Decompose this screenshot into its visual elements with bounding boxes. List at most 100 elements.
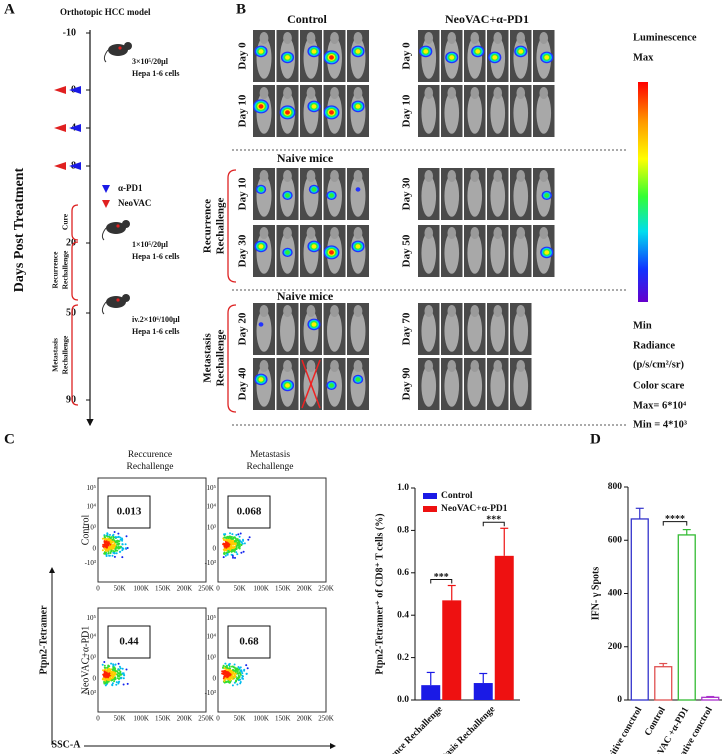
flow-event [103, 541, 106, 544]
flow-event [231, 540, 234, 543]
flow-x-tick: 50K [234, 585, 246, 593]
mouse-head [516, 305, 526, 317]
flow-event [241, 672, 244, 675]
flow-y-tick: 10³ [207, 654, 216, 662]
mouse-head [330, 305, 339, 317]
flow-event [121, 667, 124, 670]
flow-event [112, 540, 115, 543]
gate-value: 0.44 [119, 636, 139, 648]
day-label: 20 [66, 237, 76, 248]
flow-event [224, 536, 227, 539]
flow-event [109, 539, 112, 542]
flow-event [236, 668, 239, 671]
mouse-head [447, 305, 457, 317]
x-tick-label: Positive conctrol [602, 705, 644, 754]
mouse-head [539, 87, 549, 99]
flow-y-tick: 0 [213, 544, 217, 552]
timeline-axis-label: Days Post Treatment [12, 167, 27, 292]
mouse-head [259, 360, 269, 372]
flow-x-tick: 250K [198, 585, 214, 593]
flow-event [222, 667, 225, 669]
mouse-head [539, 32, 549, 44]
gate-value: 0.068 [237, 506, 262, 518]
luminescence [285, 193, 290, 198]
flow-event [231, 549, 234, 552]
flow-event [109, 551, 112, 554]
flow-event [229, 679, 232, 682]
flow-event [111, 547, 114, 550]
legend-label: Control [441, 491, 473, 501]
row-label: Control [80, 515, 91, 546]
flow-y-tick: 10⁴ [207, 633, 217, 641]
flow-event [103, 552, 106, 555]
flow-event [117, 681, 120, 684]
flow-plot [217, 477, 327, 583]
mouse-body [467, 232, 483, 274]
day-label: Day 70 [401, 312, 413, 345]
flow-event [237, 672, 240, 675]
mouse-head [306, 305, 316, 317]
mouse-head [493, 227, 503, 239]
flow-event [235, 545, 238, 548]
luminescence [329, 193, 334, 198]
panel-label: A [4, 1, 15, 17]
flow-event [112, 663, 115, 666]
flow-x-tick: 0 [96, 715, 100, 723]
flow-event [114, 673, 117, 676]
mouse-body [421, 310, 437, 352]
flow-event [223, 545, 226, 548]
mouse-head [330, 170, 339, 182]
luminescence [258, 104, 264, 109]
legend-label: α-PD1 [118, 183, 143, 193]
luminescence [285, 383, 290, 388]
mouse-head [353, 170, 363, 182]
legend-swatch [423, 493, 437, 499]
mouse-head [424, 305, 434, 317]
significance: **** [665, 514, 685, 525]
bar [677, 534, 696, 701]
y-tick-label: 0.6 [397, 568, 409, 578]
flow-event [117, 662, 120, 665]
day-label: Day 20 [237, 312, 249, 345]
gate-value: 0.68 [239, 636, 259, 648]
flow-event [227, 671, 230, 674]
day-label: Day 0 [237, 42, 249, 70]
flow-event [226, 552, 229, 555]
bar [494, 555, 514, 700]
day-label: Day 10 [401, 94, 413, 127]
flow-event [108, 678, 111, 681]
flow-event [104, 672, 107, 675]
y-tick-label: 0.4 [397, 610, 409, 620]
flow-event [222, 556, 225, 559]
flow-event [106, 534, 109, 536]
flow-event [234, 667, 237, 670]
mouse-head [353, 360, 363, 372]
mouse-tail [101, 227, 107, 241]
flow-event [231, 555, 234, 557]
flow-event [231, 684, 234, 687]
flow-event [231, 533, 234, 536]
luminescence [329, 250, 334, 255]
flow-event [115, 683, 118, 686]
y-tick-label: 0 [617, 695, 622, 705]
mouse-head [306, 87, 316, 99]
significance-bracket [662, 521, 688, 526]
flow-event [234, 674, 237, 677]
colorbar-label: Color scare [633, 380, 685, 391]
bar [630, 518, 649, 701]
phase-label: Rechallenge [61, 335, 70, 374]
flow-event [227, 540, 230, 543]
flow-y-tick: 10⁵ [87, 614, 97, 622]
luminescence [329, 110, 334, 115]
flow-event [222, 672, 225, 674]
flow-event [112, 674, 114, 676]
flow-event [116, 541, 119, 544]
luminescence [311, 187, 317, 192]
flow-y-tick: -10³ [205, 689, 216, 697]
x-tick-label: Recurrence Rechallenge [368, 705, 445, 754]
flow-y-tick: -10³ [205, 559, 216, 567]
row-label: NeoVAC+α-PD1 [80, 626, 91, 694]
colorbar-label: (p/s/cm²/sr) [633, 359, 684, 370]
mouse-head [330, 227, 339, 239]
mouse-head [283, 87, 292, 99]
